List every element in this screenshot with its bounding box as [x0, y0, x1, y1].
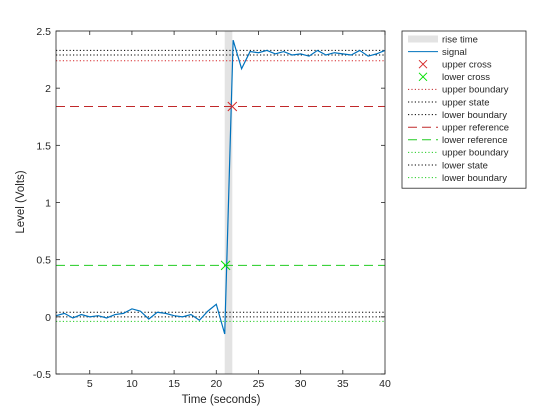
- legend-entry-upper-boundary: upper boundary: [408, 148, 509, 159]
- x-tick-label: 15: [168, 378, 180, 390]
- y-tick-label: 0: [45, 312, 51, 324]
- legend-entry-upper-boundary-label: upper boundary: [442, 148, 509, 159]
- legend-entry-lower-state: lower state: [408, 160, 488, 171]
- legend-entry-upper-cross-label: upper cross: [442, 60, 492, 71]
- legend-entry-lower-boundary: lower boundary: [408, 173, 507, 184]
- y-tick-label: 2: [45, 83, 51, 95]
- legend-entry-lower-reference-label: lower reference: [442, 135, 507, 146]
- legend-entry-upper-cross: upper cross: [418, 59, 492, 71]
- lower-cross-marker: [220, 260, 231, 271]
- y-tick-label: 2.5: [36, 26, 51, 38]
- x-tick-label: 30: [295, 378, 307, 390]
- x-tick-label: 35: [337, 378, 349, 390]
- legend-entry-lower-cross-label: lower cross: [442, 72, 490, 83]
- y-tick-label: -0.5: [33, 369, 51, 381]
- legend-entry-signal-label: signal: [442, 47, 467, 58]
- legend-box: [401, 30, 527, 189]
- y-axis-label: Level (Volts): [15, 170, 27, 233]
- x-tick-label: 25: [253, 378, 265, 390]
- upper-cross-marker-stroke-b: [227, 101, 238, 112]
- legend-entry-lower-boundary: lower boundary: [408, 110, 507, 121]
- signal-line: [55, 39, 386, 335]
- legend-entry-upper-reference: upper reference: [408, 123, 509, 134]
- legend-entry-lower-cross-marker-b: [418, 72, 428, 82]
- y-tick-label: 0.5: [36, 255, 51, 267]
- legend-entry-upper-boundary-label: upper boundary: [442, 85, 509, 96]
- plot-area: 5 10 15 20 25 30 35 40 -0.5 0 0.5 1 1.5 2 2.5: [33, 26, 391, 390]
- legend-entry-rise-time: rise time: [408, 34, 478, 45]
- x-tick-label: 10: [126, 378, 138, 390]
- y-tick-label: 1.5: [36, 140, 51, 152]
- legend-entry-lower-cross: lower cross: [418, 72, 490, 83]
- lower-cross-marker-stroke-b: [220, 260, 231, 271]
- x-tick-label: 20: [210, 378, 222, 390]
- legend-entry-upper-boundary: upper boundary: [408, 85, 509, 96]
- legend-entry-upper-state: upper state: [408, 97, 490, 108]
- legend-entry-rise-time-label: rise time: [442, 34, 478, 45]
- legend-entry-upper-reference-label: upper reference: [442, 123, 509, 134]
- legend-entry-signal: signal: [408, 47, 467, 58]
- x-tick-label: 5: [87, 378, 93, 390]
- x-axis-label: Time (seconds): [182, 394, 261, 406]
- legend-entry-upper-cross-marker-b: [418, 59, 428, 69]
- legend-entry-lower-boundary-label: lower boundary: [442, 110, 507, 121]
- y-tick-label: 1: [45, 198, 51, 210]
- x-tick-label: 40: [379, 378, 391, 390]
- legend-entry-lower-reference: lower reference: [408, 135, 507, 146]
- axes-background: [56, 31, 385, 374]
- legend-entry-lower-boundary-label: lower boundary: [442, 173, 507, 184]
- upper-cross-marker: [227, 101, 238, 112]
- legend-entry-upper-state-label: upper state: [442, 97, 490, 108]
- legend-entry-rise-time-swatch: [408, 35, 438, 43]
- legend-entry-lower-state-label: lower state: [442, 160, 488, 171]
